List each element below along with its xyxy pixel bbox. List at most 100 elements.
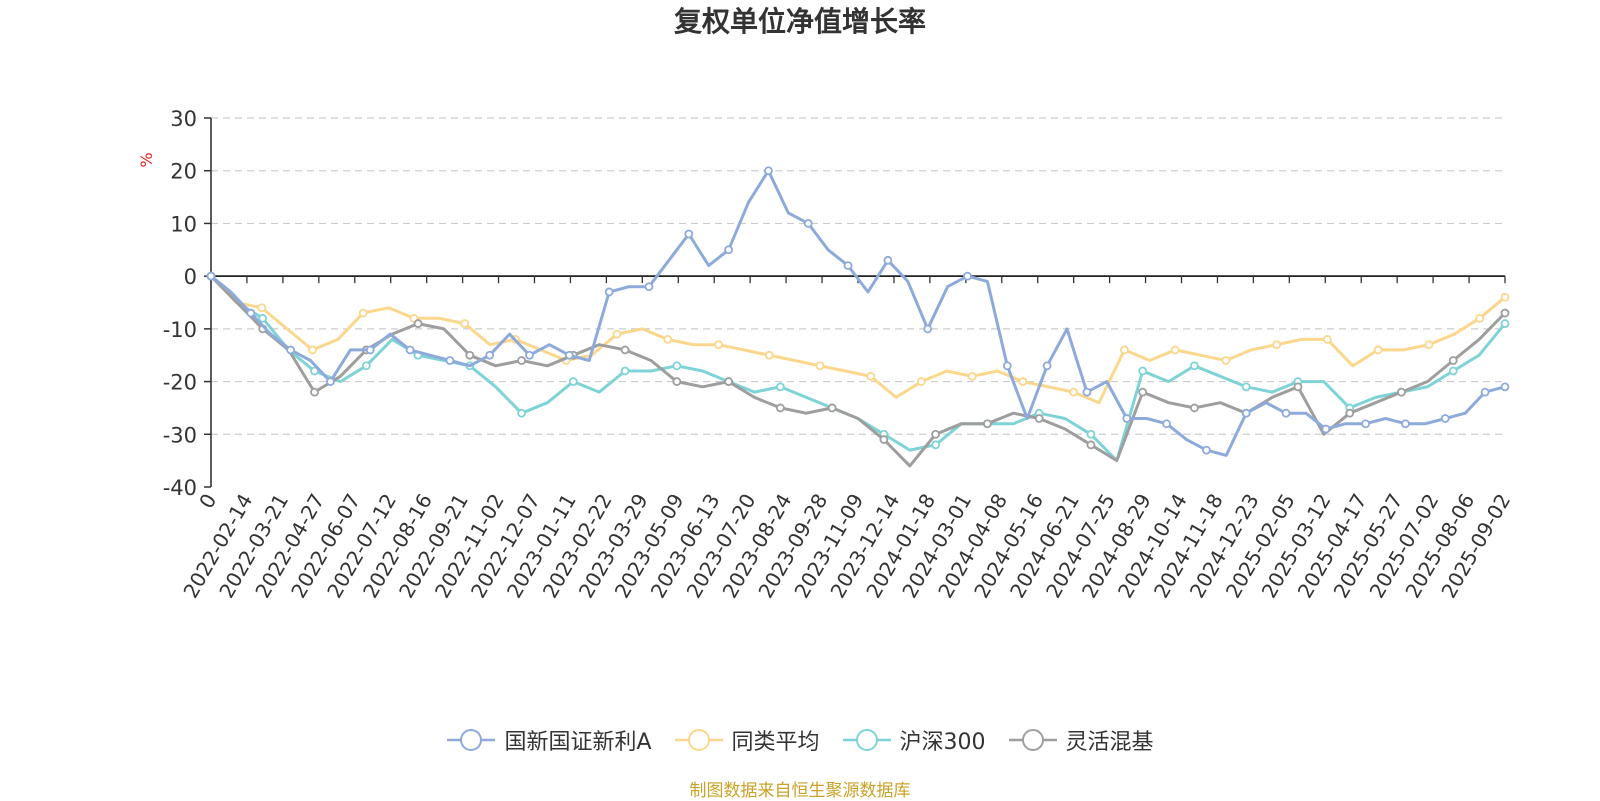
data-point [1424,340,1434,350]
data-point [1500,382,1510,392]
data-point [1122,414,1132,423]
data-point [1448,356,1458,365]
legend-item[interactable]: 沪深300 [842,724,986,756]
tick-labels: 3020100-10-20-30-4002022-02-142022-03-21… [163,107,1516,602]
data-point [714,340,723,350]
data-point [326,377,335,386]
y-axis-label: % [137,152,156,167]
data-point [525,350,534,360]
data-point [866,371,876,381]
data-point [310,387,319,397]
data-point [967,371,977,381]
data-point [1138,387,1148,397]
data-point [1241,408,1251,418]
data-point [310,366,319,376]
data-point [1082,387,1092,397]
data-point [1034,414,1044,423]
data-point [358,308,368,318]
data-point [1500,319,1510,328]
data-point [775,403,785,413]
data-point [1480,387,1490,397]
data-point [724,377,733,386]
y-tick-label: -20 [163,371,197,395]
series-lines [206,166,1510,468]
legend-item[interactable]: 国新国证新利A [446,724,652,756]
data-point [815,361,825,371]
data-point [1138,366,1148,376]
data-point [1162,419,1171,429]
data-point [1241,382,1251,392]
data-point [246,308,256,318]
data-point [206,271,216,281]
legend-swatch-icon [1008,729,1057,751]
legend-swatch-icon [447,729,496,751]
legend-swatch-icon [842,729,891,751]
data-point [620,366,630,376]
data-point [1002,361,1012,371]
data-point [1293,382,1303,392]
data-point [1361,419,1371,429]
y-tick-label: -10 [163,318,197,342]
data-point [983,419,992,429]
data-point [923,324,933,334]
data-point [361,361,371,371]
data-point [1201,445,1211,455]
data-point [1120,345,1129,355]
data-point [365,345,375,355]
y-tick-label: -40 [163,476,197,500]
data-point [485,350,495,360]
chart-title: 复权单位净值增长率 [673,5,926,38]
data-point [1170,345,1180,355]
data-point [1321,424,1331,434]
data-point [1440,414,1450,423]
data-point [308,345,317,355]
axes [204,117,1506,488]
x-tick-label: 0 [194,490,221,513]
data-point [568,377,578,386]
data-point [405,345,415,355]
y-tick-label: -30 [163,423,197,447]
data-point [644,282,654,292]
data-point [1018,377,1028,386]
data-point [764,350,774,360]
data-source-note: 制图数据来自恒生聚源数据库 [689,781,911,801]
data-point [1221,356,1231,365]
data-point [286,345,296,355]
data-point [564,350,574,360]
series-line [209,275,1507,463]
data-point [1373,345,1383,355]
legend-label: 沪深300 [899,730,986,755]
data-point [1448,366,1458,376]
data-point [827,403,837,413]
data-point [684,229,694,239]
data-point [724,245,733,255]
data-point [917,377,926,386]
data-point [258,313,268,323]
series-line [209,275,1507,468]
data-point [413,319,423,328]
data-point [1086,429,1096,439]
legend-label: 国新国证新利A [504,730,652,755]
data-point [1281,408,1291,418]
data-point [517,408,526,418]
legend-item[interactable]: 同类平均 [674,724,820,756]
data-point [1401,419,1410,429]
data-point [465,350,475,360]
data-point [672,361,682,371]
data-point [517,356,526,365]
y-tick-label: 20 [170,160,197,184]
data-point [843,261,853,271]
data-point [963,271,972,281]
data-point [604,287,614,297]
data-point [1500,308,1510,318]
data-point [445,356,455,365]
legend-label: 灵活混基 [1065,730,1154,755]
legend-label: 同类平均 [731,730,820,755]
data-point [1042,361,1052,371]
data-point [931,429,941,439]
data-point [672,377,682,386]
y-tick-label: 30 [170,107,197,131]
legend-item[interactable]: 灵活混基 [1008,724,1154,756]
data-point [883,255,893,265]
